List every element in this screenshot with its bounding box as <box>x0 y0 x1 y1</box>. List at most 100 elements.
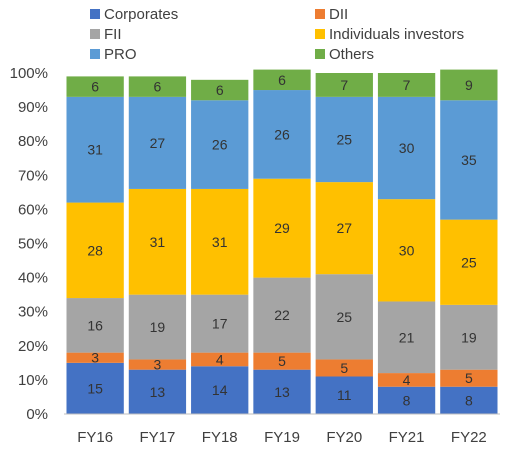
bar-stack-fy21: 8 4 21 30 30 7 <box>377 73 436 414</box>
bar-segment-fii <box>128 294 187 360</box>
legend-swatch-others <box>315 49 325 59</box>
data-label-dii: 4 <box>403 372 411 388</box>
data-label-pro: 27 <box>150 135 166 151</box>
bar-segment-individuals-investors <box>315 182 373 275</box>
y-tick-label: 50% <box>18 236 48 253</box>
bar-segment-dii <box>253 352 311 370</box>
y-tick-label: 10% <box>18 372 48 389</box>
bar-segment-corporates <box>128 369 187 414</box>
y-tick-label: 0% <box>26 406 48 423</box>
bar-segment-individuals-investors <box>66 202 124 299</box>
data-label-dii: 4 <box>216 351 224 367</box>
bar-stack-fy20: 11 5 25 27 25 7 <box>315 73 373 414</box>
x-tick-label: FY19 <box>264 429 300 446</box>
data-label-others: 6 <box>278 72 286 88</box>
bar-segment-fii <box>66 298 124 353</box>
data-label-pro: 35 <box>461 152 477 168</box>
bar-segment-individuals-investors <box>377 199 436 302</box>
bar-segment-corporates <box>440 386 498 414</box>
data-label-fii: 17 <box>212 316 228 332</box>
legend-swatch-corporates <box>90 9 100 19</box>
bar-segment-dii <box>315 359 373 377</box>
bar-stack-fy18: 14 4 17 31 26 6 <box>191 79 249 414</box>
y-tick-label: 20% <box>18 338 48 355</box>
data-label-fii: 16 <box>87 317 103 333</box>
bar-segment-pro <box>128 96 187 189</box>
data-label-pro: 31 <box>87 142 103 158</box>
data-label-individuals-investors: 29 <box>274 220 290 236</box>
y-tick-label: 30% <box>18 304 48 321</box>
bar-segment-fii <box>253 277 311 353</box>
bar-segment-individuals-investors <box>128 188 187 295</box>
y-tick-label: 80% <box>18 133 48 150</box>
bar-segment-pro <box>440 100 498 220</box>
bar-segment-fii <box>440 304 498 370</box>
data-label-individuals-investors: 30 <box>399 242 415 258</box>
legend-swatch-individuals-investors <box>315 29 325 39</box>
legend: Corporates DII FII Individuals investors PRO… <box>90 6 464 63</box>
y-tick-label: 40% <box>18 270 48 287</box>
data-label-individuals-investors: 28 <box>87 242 103 258</box>
bar-segment-individuals-investors <box>440 219 498 305</box>
bar-segment-individuals-investors <box>253 178 311 278</box>
x-tick-label: FY21 <box>389 429 425 446</box>
bar-segment-pro <box>315 96 373 183</box>
bar-segment-corporates <box>66 362 124 414</box>
y-tick-label: 60% <box>18 201 48 218</box>
data-label-dii: 3 <box>154 357 162 373</box>
data-label-corporates: 11 <box>337 387 352 403</box>
bar-stack-fy19: 13 5 22 29 26 6 <box>253 69 311 414</box>
x-tick-label: FY22 <box>451 429 487 446</box>
data-label-individuals-investors: 31 <box>150 234 166 250</box>
y-tick-label: 100% <box>10 65 48 82</box>
bar-segment-dii <box>128 359 187 370</box>
bar-segment-dii <box>440 369 498 387</box>
bar-segment-others <box>315 73 373 97</box>
data-label-dii: 5 <box>465 370 473 386</box>
bar-segment-pro <box>191 100 249 189</box>
bar-segment-others <box>377 73 436 97</box>
data-label-dii: 5 <box>278 353 286 369</box>
bar-segment-pro <box>377 96 436 200</box>
data-label-pro: 30 <box>399 140 415 156</box>
data-label-individuals-investors: 27 <box>336 220 352 236</box>
legend-swatch-fii <box>90 29 100 39</box>
data-label-others: 9 <box>465 77 473 93</box>
data-label-corporates: 8 <box>465 392 473 408</box>
bar-segment-fii <box>191 294 249 353</box>
data-label-pro: 25 <box>336 131 352 147</box>
data-label-corporates: 15 <box>87 380 103 396</box>
bar-segment-individuals-investors <box>191 188 249 295</box>
data-label-corporates: 8 <box>403 392 411 408</box>
x-axis: FY16 FY17 FY18 FY19 FY20 FY21 FY22 <box>64 413 500 446</box>
bar-stack-fy17: 13 3 19 31 27 6 <box>128 76 187 414</box>
data-label-dii: 5 <box>340 360 348 376</box>
bar-segment-pro <box>66 96 124 203</box>
data-label-others: 6 <box>216 82 224 98</box>
data-label-pro: 26 <box>274 126 290 142</box>
bar-segment-others <box>440 69 498 101</box>
legend-swatch-pro <box>90 49 100 59</box>
y-axis: 0% 10% 20% 30% 40% 50% 60% 70% 80% 90% 100% <box>10 65 48 423</box>
data-label-others: 6 <box>154 79 162 95</box>
x-tick-label: FY17 <box>139 429 175 446</box>
y-tick-label: 90% <box>18 99 48 116</box>
bar-segment-corporates <box>315 376 373 414</box>
data-label-fii: 19 <box>150 319 166 335</box>
legend-item-fii: FII <box>90 26 122 43</box>
data-label-fii: 21 <box>399 329 415 345</box>
legend-label-individuals-investors: Individuals investors <box>329 26 464 43</box>
data-label-fii: 22 <box>274 307 290 323</box>
bar-segment-pro <box>253 90 311 179</box>
bar-segment-others <box>66 76 124 97</box>
bar-segment-others <box>191 79 249 101</box>
data-label-fii: 19 <box>461 329 477 345</box>
data-label-others: 7 <box>403 77 411 93</box>
data-label-corporates: 13 <box>274 384 290 400</box>
bar-segment-corporates <box>377 386 436 414</box>
data-label-dii: 3 <box>91 350 99 366</box>
data-label-fii: 25 <box>336 309 352 325</box>
bar-segment-dii <box>377 373 436 387</box>
